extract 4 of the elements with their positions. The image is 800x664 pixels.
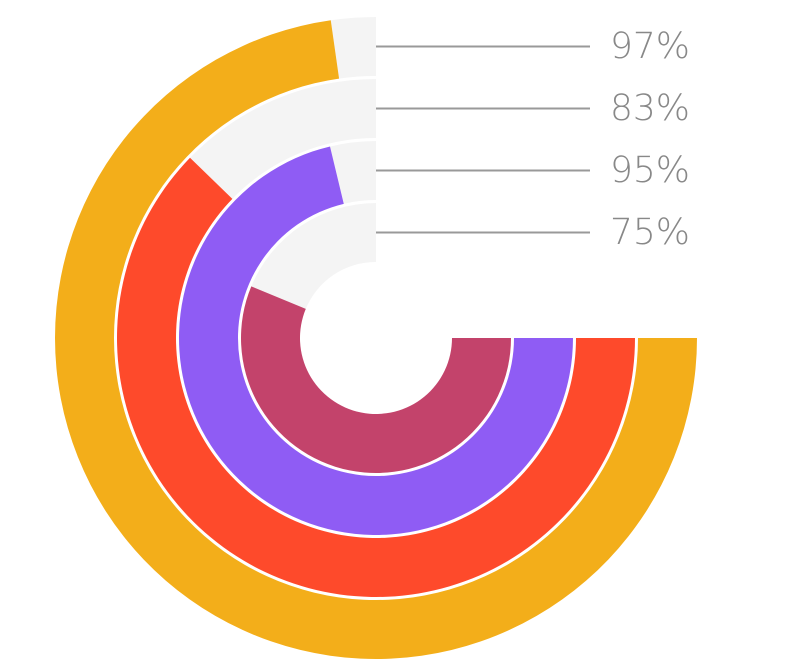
data-label: 75%	[610, 212, 690, 253]
data-label: 97%	[610, 26, 690, 67]
data-label: 83%	[610, 88, 690, 129]
data-label: 95%	[610, 150, 690, 191]
